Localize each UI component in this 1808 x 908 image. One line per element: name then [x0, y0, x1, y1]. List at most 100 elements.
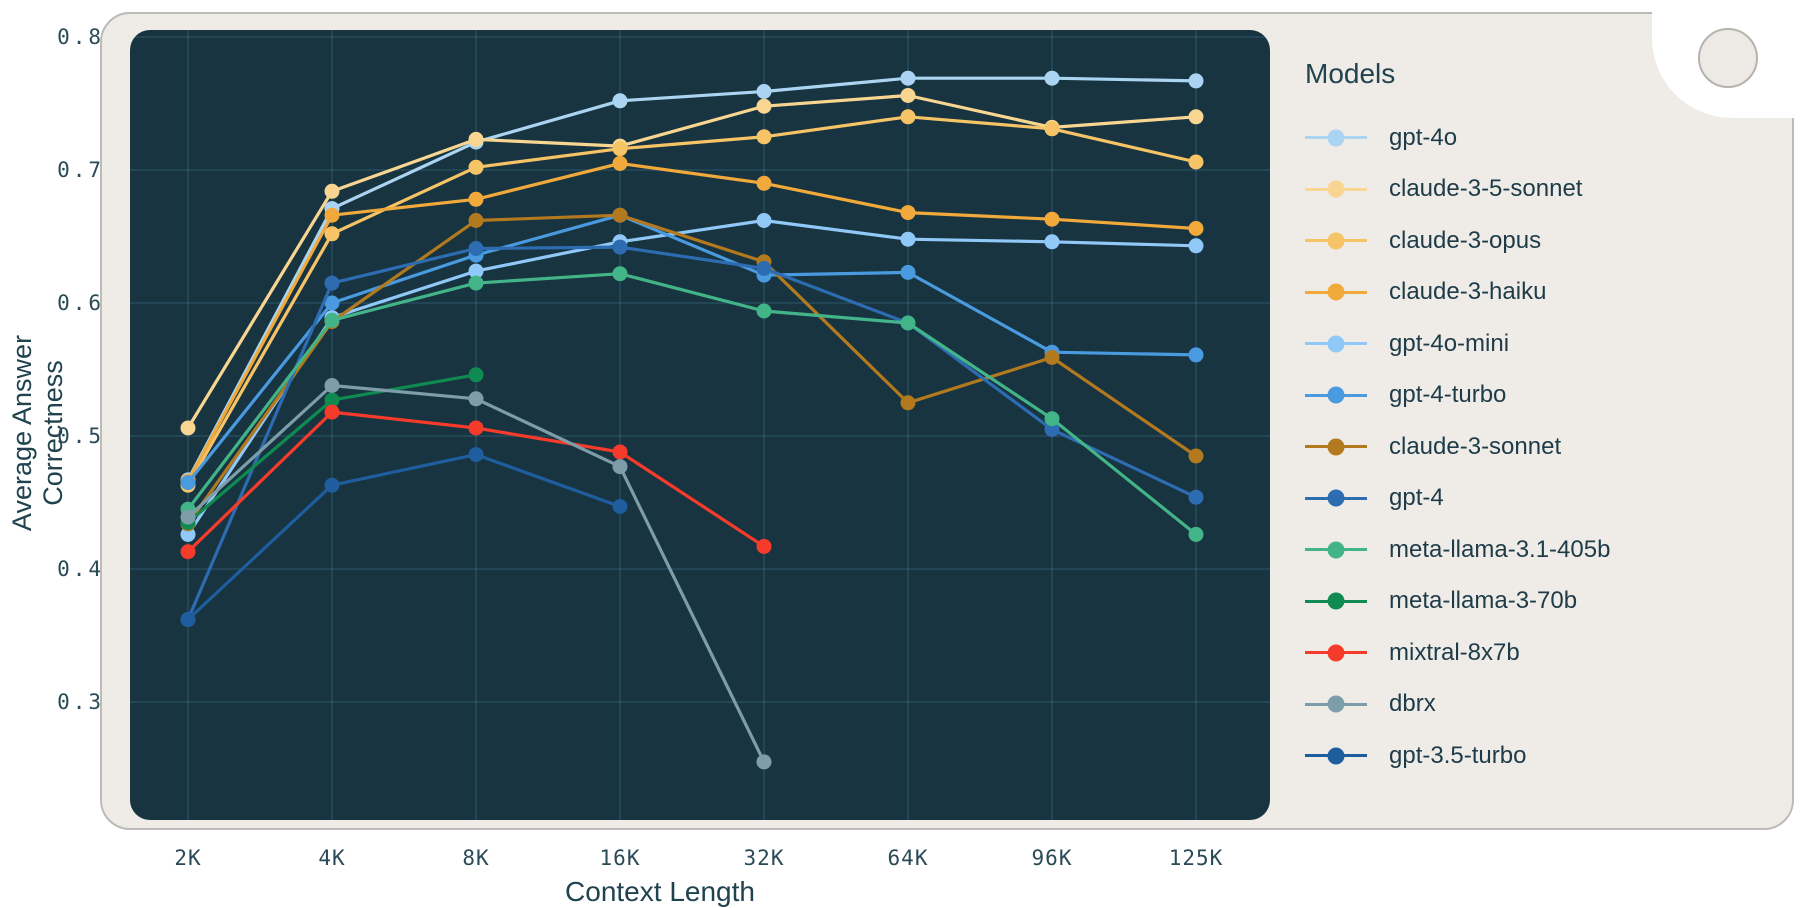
legend-dot-icon — [1327, 747, 1345, 765]
legend-item-gpt-4[interactable]: gpt-4 — [1305, 473, 1785, 525]
legend-title: Models — [1305, 58, 1396, 89]
data-point-claude-3-5-sonnet — [468, 131, 484, 147]
legend-label: meta-llama-3.1-405b — [1389, 535, 1611, 563]
legend-swatch-icon — [1305, 129, 1367, 147]
legend-label: gpt-3.5-turbo — [1389, 741, 1527, 769]
series-line-meta-llama-3.1-405b — [186, 272, 1198, 536]
data-point-claude-3-sonnet — [900, 395, 916, 411]
series-line-claude-3-haiku — [186, 161, 1198, 483]
data-point-gpt-4o — [756, 84, 772, 99]
data-point-claude-3-haiku — [1188, 221, 1204, 236]
data-point-gpt-3.5-turbo — [612, 499, 628, 514]
data-point-claude-3-haiku — [612, 155, 628, 171]
legend-item-meta-llama-3.1-405b[interactable]: meta-llama-3.1-405b — [1305, 524, 1785, 576]
data-point-claude-3-opus — [324, 226, 340, 242]
legend-item-mixtral-8x7b[interactable]: mixtral-8x7b — [1305, 627, 1785, 679]
legend-item-claude-3-5-sonnet[interactable]: claude-3-5-sonnet — [1305, 164, 1785, 216]
legend-dot-icon — [1327, 438, 1345, 456]
data-point-dbrx — [468, 391, 484, 407]
data-point-gpt-4o — [1044, 70, 1060, 86]
data-point-mixtral-8x7b — [180, 544, 196, 560]
data-point-claude-3-sonnet — [1044, 350, 1060, 365]
legend-item-dbrx[interactable]: dbrx — [1305, 679, 1785, 731]
series-line-claude-3-opus — [186, 115, 1198, 487]
y-tick-label: 0.6 — [57, 291, 104, 315]
data-point-claude-3-opus — [756, 129, 772, 145]
data-point-gpt-4-turbo — [1188, 347, 1204, 363]
legend-swatch-icon — [1305, 644, 1367, 662]
series-line-gpt-4 — [186, 245, 1198, 622]
data-point-gpt-4o-mini — [1044, 234, 1060, 250]
data-point-meta-llama-3-70b — [468, 367, 484, 383]
legend-label: dbrx — [1389, 690, 1436, 718]
legend-swatch-icon — [1305, 747, 1367, 765]
line-chart — [130, 30, 1270, 820]
legend-label: claude-3-opus — [1389, 226, 1542, 254]
data-point-mixtral-8x7b — [468, 420, 484, 436]
legend-swatch-icon — [1305, 180, 1367, 198]
data-point-gpt-3.5-turbo — [180, 612, 196, 627]
series-line-gpt-3.5-turbo — [186, 453, 622, 622]
data-point-claude-3-opus — [468, 159, 484, 175]
legend-dot-icon — [1327, 386, 1345, 404]
data-point-claude-3-5-sonnet — [1188, 109, 1204, 125]
data-point-claude-3-haiku — [324, 207, 340, 223]
data-point-gpt-4o — [900, 70, 916, 86]
data-point-meta-llama-3.1-405b — [1188, 526, 1204, 542]
data-point-gpt-4o-mini — [1188, 238, 1204, 254]
plot-area — [130, 30, 1270, 820]
legend-dot-icon — [1327, 232, 1345, 250]
data-point-meta-llama-3.1-405b — [612, 266, 628, 282]
data-point-claude-3-5-sonnet — [900, 88, 916, 103]
data-point-gpt-4 — [468, 241, 484, 256]
circle-badge-icon[interactable] — [1698, 28, 1758, 88]
legend-dot-icon — [1327, 180, 1345, 198]
x-tick-label: 64K — [887, 846, 929, 870]
legend-item-gpt-3.5-turbo[interactable]: gpt-3.5-turbo — [1305, 730, 1785, 782]
legend-item-meta-llama-3-70b[interactable]: meta-llama-3-70b — [1305, 576, 1785, 628]
legend-swatch-icon — [1305, 335, 1367, 353]
data-point-claude-3-opus — [900, 109, 916, 125]
data-point-dbrx — [324, 378, 340, 393]
legend-swatch-icon — [1305, 592, 1367, 610]
legend-swatch-icon — [1305, 541, 1367, 559]
data-point-gpt-4-turbo — [900, 264, 916, 280]
data-point-claude-3-sonnet — [468, 213, 484, 228]
series-line-gpt-4o-mini — [186, 218, 1198, 536]
legend-label: gpt-4-turbo — [1389, 381, 1507, 409]
legend-dot-icon — [1327, 541, 1345, 559]
legend-dot-icon — [1327, 283, 1345, 301]
data-point-mixtral-8x7b — [612, 444, 628, 460]
x-tick-label: 8K — [462, 846, 490, 870]
data-point-claude-3-5-sonnet — [756, 98, 772, 114]
y-tick-label: 0.5 — [57, 424, 104, 448]
data-point-claude-3-opus — [612, 141, 628, 157]
legend-dot-icon — [1327, 644, 1345, 662]
legend-label: gpt-4o — [1389, 123, 1458, 151]
data-point-gpt-4o-mini — [468, 263, 484, 279]
legend-label: meta-llama-3-70b — [1389, 587, 1578, 615]
legend-label: claude-3-haiku — [1389, 278, 1547, 306]
legend-label: mixtral-8x7b — [1389, 638, 1520, 666]
legend-item-gpt-4o-mini[interactable]: gpt-4o-mini — [1305, 318, 1785, 370]
x-tick-label: 125K — [1168, 846, 1224, 870]
series-line-gpt-4o — [186, 76, 1198, 482]
data-point-claude-3-haiku — [468, 191, 484, 207]
legend-item-gpt-4o[interactable]: gpt-4o — [1305, 112, 1785, 164]
data-point-gpt-3.5-turbo — [324, 477, 340, 493]
legend-item-gpt-4-turbo[interactable]: gpt-4-turbo — [1305, 370, 1785, 422]
data-point-mixtral-8x7b — [324, 404, 340, 420]
x-tick-label: 2K — [174, 846, 202, 870]
legend-item-claude-3-haiku[interactable]: claude-3-haiku — [1305, 267, 1785, 319]
legend-item-claude-3-sonnet[interactable]: claude-3-sonnet — [1305, 421, 1785, 473]
x-tick-label: 32K — [743, 846, 785, 870]
data-point-claude-3-sonnet — [1188, 448, 1204, 464]
legend-item-claude-3-opus[interactable]: claude-3-opus — [1305, 215, 1785, 267]
data-point-meta-llama-3.1-405b — [468, 275, 484, 291]
data-point-gpt-4 — [612, 239, 628, 255]
x-tick-label: 16K — [599, 846, 641, 870]
y-tick-label: 0.3 — [57, 690, 104, 714]
x-tick-label: 4K — [318, 846, 346, 870]
data-point-meta-llama-3.1-405b — [756, 303, 772, 319]
data-point-meta-llama-3.1-405b — [1044, 411, 1060, 427]
